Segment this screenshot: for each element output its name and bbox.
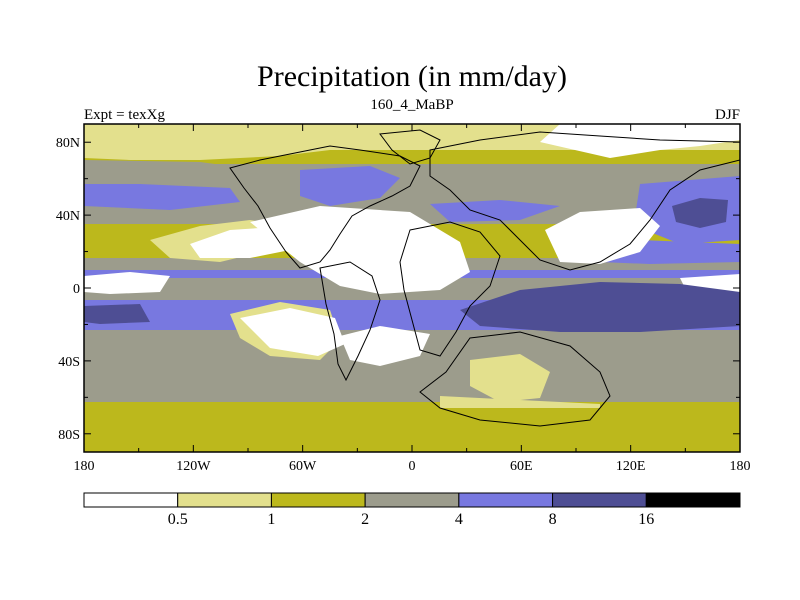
region-south-pacific-dry-core <box>240 308 345 356</box>
colorbar-level-label: 2 <box>361 511 369 528</box>
region-east-pacific-dark <box>672 198 728 228</box>
region-pacific-north-blue <box>84 184 240 210</box>
region-south-america-dry <box>340 326 430 366</box>
y-tick-label: 80S <box>58 428 80 443</box>
x-tick-label: 180 <box>74 459 95 474</box>
colorbar-swatch <box>270 492 366 508</box>
colorbar-level-label: 16 <box>638 511 654 528</box>
colorbar-swatch <box>83 492 179 508</box>
colorbar-labels: 0.5 1 2 4 8 16 <box>168 511 655 528</box>
y-tick-label: 40N <box>56 209 80 224</box>
colorbar-swatch <box>458 492 554 508</box>
axis-ticks <box>83 124 741 452</box>
chart-title: Precipitation (in mm/day) <box>257 60 567 93</box>
region-asia-dry <box>545 208 660 264</box>
region-arctic-light <box>84 126 340 160</box>
region-indian-ocean-dark <box>460 282 740 332</box>
colorbar-level-label: 0.5 <box>168 511 188 528</box>
region-arctic-white <box>540 124 740 158</box>
region-atlantic-north-blue <box>300 166 400 206</box>
land-south-america <box>319 261 381 382</box>
time-label: 160_4_MaBP <box>370 97 453 113</box>
x-tick-label: 180 <box>730 459 751 474</box>
land-eurasia <box>429 131 740 271</box>
land-africa <box>399 221 501 357</box>
y-tick-label: 40S <box>58 355 80 370</box>
colorbar-swatch <box>645 492 741 508</box>
precipitation-map <box>84 124 740 452</box>
region-south-atlantic-blue <box>360 300 420 326</box>
experiment-label: Expt = texXg <box>84 107 165 123</box>
x-tick-label: 0 <box>409 459 416 474</box>
colorbar-level-label: 1 <box>267 511 275 528</box>
land-australia-antarctic <box>419 331 611 427</box>
y-tick-label: 80N <box>56 136 80 151</box>
x-tick-label: 60E <box>510 459 533 474</box>
region-east-equatorial-dry <box>84 272 170 294</box>
colorbar-swatch <box>552 492 647 508</box>
x-tick-label: 120W <box>176 459 211 474</box>
band-polar-south-olive <box>84 408 740 452</box>
region-asia-north-blue <box>430 200 560 222</box>
y-tick-label: 0 <box>73 282 80 297</box>
x-tick-label: 60W <box>289 459 317 474</box>
colorbar-level-label: 8 <box>549 511 557 528</box>
region-north-africa-dry <box>250 206 470 294</box>
colorbar-swatch <box>364 492 460 508</box>
colorbar-level-label: 4 <box>455 511 463 528</box>
x-tick-label: 120E <box>616 459 646 474</box>
axis-labels: 180 120W 60W 0 60E 120E 180 80N 40N 0 40S 80S <box>56 136 751 474</box>
region-west-pacific-dark-south <box>84 304 150 324</box>
season-label: DJF <box>715 107 740 123</box>
land-north-america <box>229 145 421 269</box>
colorbar <box>83 492 741 508</box>
colorbar-swatch <box>177 492 272 508</box>
region-australia-light <box>470 354 550 402</box>
